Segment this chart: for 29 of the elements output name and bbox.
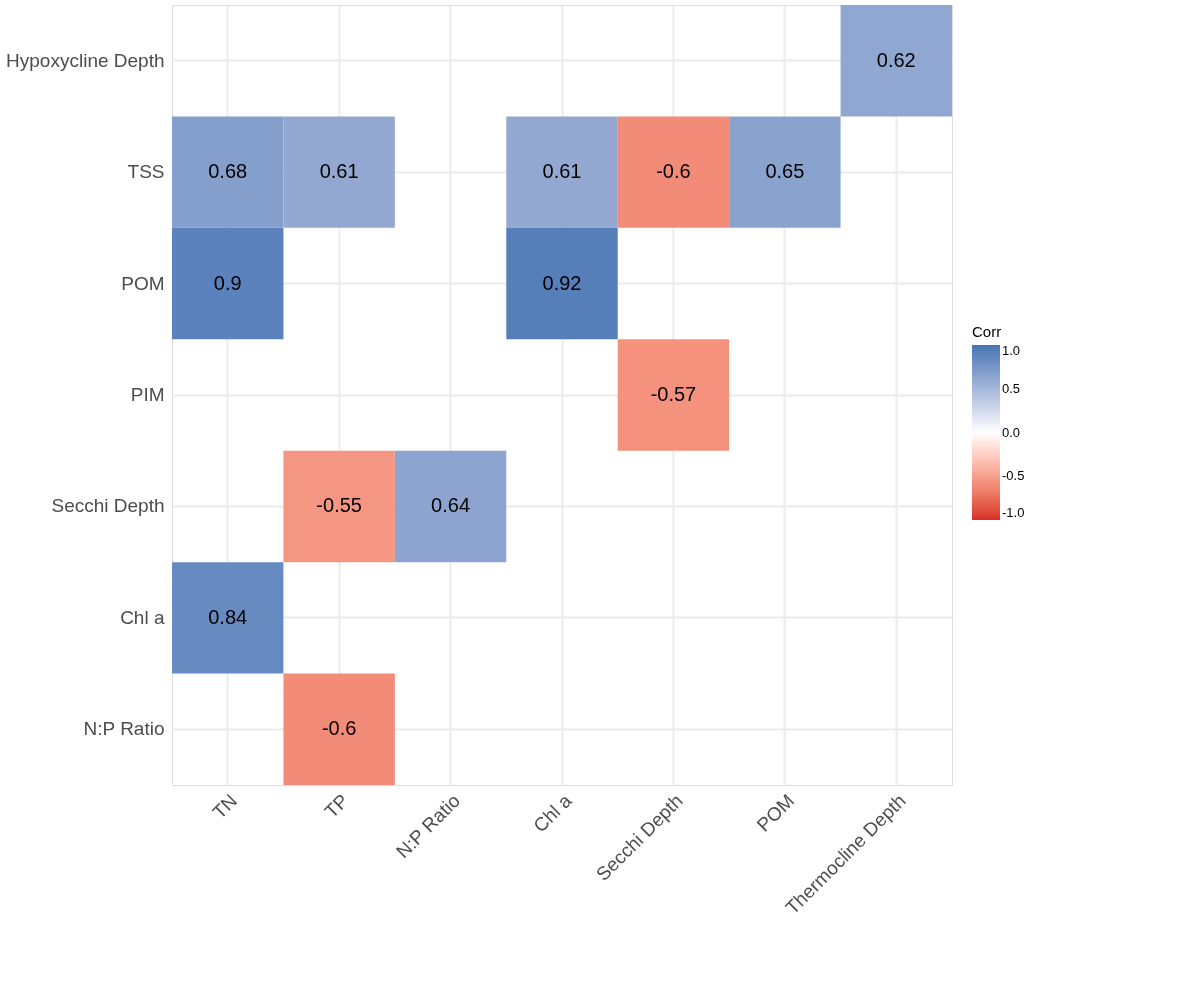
color-bar-label: -0.5 — [1002, 468, 1025, 484]
color-bar-label: 0.0 — [1002, 424, 1021, 440]
y-tick-label: Chl a — [120, 606, 165, 628]
y-tick-label: Hypoxycline Depth — [6, 49, 165, 71]
data-label: -0.6 — [321, 717, 357, 740]
data-label: 0.61 — [319, 160, 359, 183]
color-bar-label: 0.5 — [1002, 380, 1021, 396]
data-label: 0.92 — [542, 271, 582, 294]
color-bar-title: Corr — [972, 323, 1002, 340]
data-label: -0.57 — [650, 383, 697, 405]
y-tick-label: N:P Ratio — [83, 718, 165, 740]
data-label: 0.68 — [208, 160, 248, 183]
color-bar-label: 1.0 — [1002, 343, 1021, 358]
y-tick-label: TSS — [127, 161, 165, 183]
data-label: 0.84 — [208, 605, 248, 628]
data-label: 0.9 — [213, 271, 242, 294]
data-label: 0.61 — [542, 160, 582, 183]
x-tick-label: TP — [320, 790, 353, 823]
data-label: 0.62 — [876, 48, 916, 71]
x-tick-label: TN — [208, 790, 242, 823]
x-tick-label: Chl a — [529, 789, 576, 837]
y-tick-label: PIM — [130, 384, 165, 405]
data-label: -0.6 — [656, 160, 691, 183]
data-label: 0.65 — [765, 160, 805, 183]
y-tick-label: POM — [121, 272, 165, 294]
data-label: -0.55 — [316, 494, 362, 517]
color-bar-label: -1.0 — [1002, 505, 1025, 520]
data-label: 0.64 — [431, 494, 471, 517]
y-tick-label: Secchi Depth — [51, 495, 165, 517]
